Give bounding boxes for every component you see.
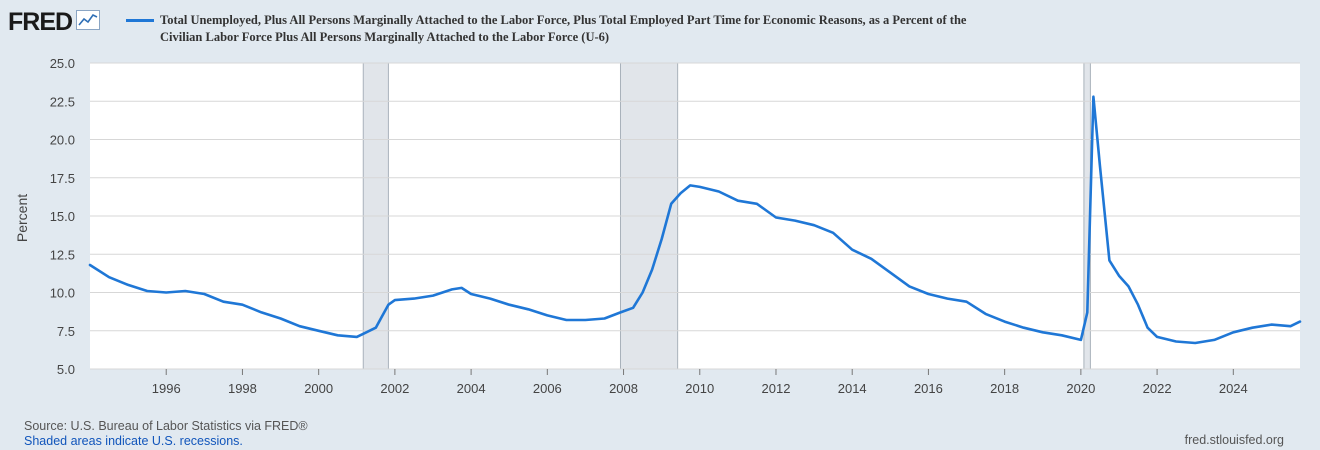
- x-tick-label: 2024: [1219, 381, 1248, 396]
- x-axis-ticks: 1996 1998 2000 2002 2004 2006 2008 2010 2012 2014…: [152, 369, 1248, 396]
- x-tick-label: 2016: [914, 381, 943, 396]
- legend-line-swatch: [126, 19, 154, 22]
- x-tick-label: 2014: [838, 381, 867, 396]
- y-tick-label: 7.5: [57, 324, 75, 339]
- y-tick-label: 5.0: [57, 362, 75, 377]
- site-link[interactable]: fred.stlouisfed.org: [1184, 433, 1284, 447]
- footer-source: Source: U.S. Bureau of Labor Statistics …: [24, 419, 308, 449]
- y-tick-label: 25.0: [50, 56, 75, 71]
- title-line-2: Civilian Labor Force Plus All Persons Ma…: [160, 30, 610, 44]
- fred-wordmark: FRED: [8, 8, 73, 36]
- x-tick-label: 2012: [762, 381, 791, 396]
- y-tick-label: 22.5: [50, 94, 75, 109]
- x-tick-label: 2002: [380, 381, 409, 396]
- y-tick-label: 17.5: [50, 171, 75, 186]
- recession-note-link[interactable]: Shaded areas indicate U.S. recessions.: [24, 434, 243, 448]
- chart-title: Total Unemployed, Plus All Persons Margi…: [126, 12, 1160, 46]
- fred-logo[interactable]: FRED: [8, 8, 101, 37]
- y-tick-label: 10.0: [50, 286, 75, 301]
- series-line-1: [88, 95, 1302, 345]
- y-tick-label: 15.0: [50, 209, 75, 224]
- chart-line-icon: [76, 10, 101, 35]
- x-tick-label: 1996: [152, 381, 181, 396]
- x-tick-label: 1998: [228, 381, 257, 396]
- x-tick-label: 2018: [990, 381, 1019, 396]
- x-tick-label: 2010: [685, 381, 714, 396]
- line-chart: 5.07.510.012.515.017.520.022.525.0 1996 1…: [14, 56, 1302, 396]
- y-axis-ticks: 5.0 7.5 10.0 12.5 15.0 17.5 20.0 22.5 25.0: [50, 56, 75, 377]
- x-tick-label: 2000: [304, 381, 333, 396]
- x-tick-label: 2020: [1066, 381, 1095, 396]
- x-tick-label: 2004: [457, 381, 486, 396]
- source-text: Source: U.S. Bureau of Labor Statistics …: [24, 419, 308, 433]
- y-tick-label: 20.0: [50, 133, 75, 148]
- y-axis-label: Percent: [14, 194, 30, 242]
- x-tick-label: 2006: [533, 381, 562, 396]
- series-line-group: [88, 95, 1302, 345]
- y-tick-label: 12.5: [50, 247, 75, 262]
- x-tick-label: 2022: [1143, 381, 1172, 396]
- x-tick-label: 2008: [609, 381, 638, 396]
- gridlines: [90, 62, 1300, 370]
- title-line-1: Total Unemployed, Plus All Persons Margi…: [160, 13, 967, 27]
